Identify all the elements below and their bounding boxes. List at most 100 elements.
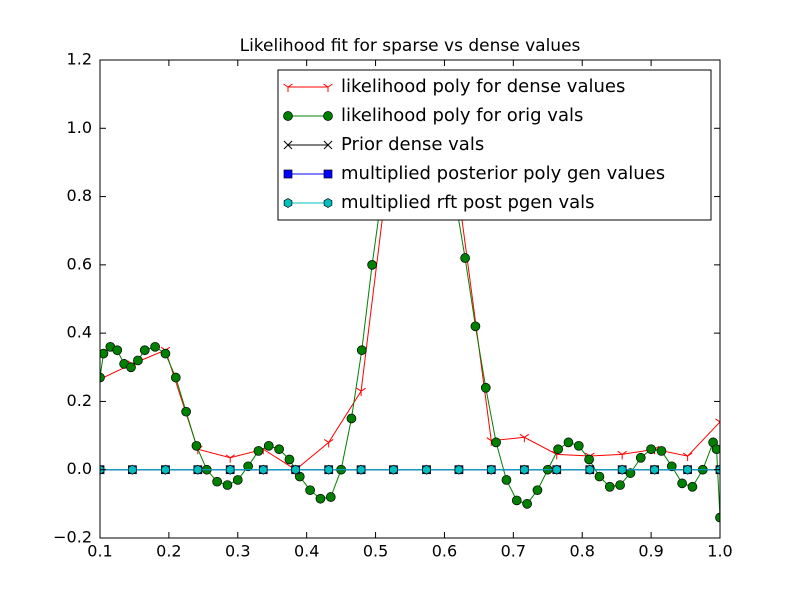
legend-marker: [283, 83, 293, 92]
marker: [139, 345, 150, 356]
marker: [212, 476, 222, 487]
marker: [232, 475, 243, 485]
legend-marker: [323, 198, 333, 208]
legend: likelihood poly for dense values likeliho…: [277, 69, 712, 221]
x-tick-label: 0.6: [432, 542, 457, 561]
marker: [356, 464, 366, 475]
x-tick-label: 0.2: [156, 542, 181, 561]
marker: [325, 492, 336, 502]
marker: [291, 464, 300, 475]
marker: [160, 348, 171, 359]
marker: [253, 446, 264, 456]
marker: [511, 495, 522, 506]
marker: [454, 464, 464, 475]
marker: [563, 437, 574, 448]
marker: [635, 452, 646, 463]
marker: [715, 512, 720, 523]
legend-label: likelihood poly for orig vals: [341, 105, 583, 126]
marker: [532, 485, 543, 496]
marker: [150, 341, 160, 352]
legend-marker: [283, 198, 293, 208]
marker: [243, 461, 253, 472]
marker: [501, 475, 512, 485]
marker: [356, 345, 367, 356]
marker: [170, 372, 181, 383]
marker: [460, 253, 470, 263]
marker: [522, 499, 532, 509]
y-tick-label: 0.4: [67, 323, 92, 342]
marker: [646, 444, 656, 455]
marker: [650, 464, 659, 475]
marker: [323, 438, 334, 448]
marker: [315, 493, 326, 504]
marker: [687, 481, 698, 492]
legend-marker: [323, 169, 333, 179]
marker: [222, 480, 233, 490]
legend-marker: [283, 140, 293, 150]
axes-frame: [99, 59, 721, 539]
marker: [133, 355, 143, 366]
marker: [520, 464, 529, 475]
legend-label: multiplied posterior poly gen values: [341, 163, 665, 184]
marker: [666, 461, 677, 472]
marker: [100, 372, 105, 383]
x-tick-label: 0.9: [638, 542, 663, 561]
marker: [715, 418, 720, 427]
marker: [711, 444, 720, 455]
marker: [519, 433, 530, 443]
marker: [128, 464, 137, 475]
legend-label: Prior dense vals: [341, 134, 484, 155]
chart-title: Likelihood fit for sparse vs dense value…: [240, 36, 581, 56]
x-tick-label: 0.8: [569, 542, 594, 561]
y-tick-label: 0.2: [67, 391, 92, 410]
marker: [677, 478, 687, 489]
marker: [284, 454, 295, 465]
marker: [367, 260, 377, 270]
marker: [225, 464, 235, 475]
marker: [100, 348, 109, 359]
marker: [585, 464, 595, 475]
legend-marker: [323, 111, 333, 121]
marker: [259, 464, 268, 475]
marker: [126, 362, 136, 373]
legend-marker: [323, 140, 333, 150]
legend-marker: [283, 111, 293, 121]
marker: [656, 446, 667, 456]
legend-label: multiplied rft post pgen vals: [341, 192, 595, 213]
x-tick-label: 0.7: [501, 542, 526, 561]
marker: [191, 440, 202, 451]
marker: [480, 382, 491, 393]
marker: [225, 454, 235, 463]
legend-marker: [283, 169, 293, 179]
marker: [356, 387, 366, 397]
marker: [617, 464, 627, 475]
marker: [470, 321, 481, 332]
marker: [594, 471, 605, 482]
marker: [422, 464, 431, 475]
marker: [389, 464, 398, 475]
marker: [263, 440, 274, 451]
marker: [346, 413, 357, 424]
marker: [193, 464, 203, 475]
marker: [324, 464, 333, 475]
y-tick-label: 1.0: [67, 118, 92, 137]
legend-label: likelihood poly for dense values: [341, 76, 625, 97]
y-tick-label: 0.6: [67, 254, 92, 273]
marker: [552, 464, 561, 475]
marker: [491, 437, 501, 448]
x-tick-label: 0.3: [225, 542, 250, 561]
marker: [584, 454, 594, 465]
y-tick-label: 0.8: [67, 186, 92, 205]
legend-marker: [323, 83, 333, 92]
marker: [573, 440, 584, 451]
marker: [682, 452, 693, 462]
marker: [615, 480, 625, 490]
marker: [683, 464, 692, 475]
x-tick-label: 0.4: [294, 542, 319, 561]
legend-box: [277, 69, 712, 221]
marker: [487, 464, 496, 475]
y-tick-label: 0.0: [67, 459, 92, 478]
marker: [617, 450, 627, 460]
marker: [161, 464, 170, 475]
